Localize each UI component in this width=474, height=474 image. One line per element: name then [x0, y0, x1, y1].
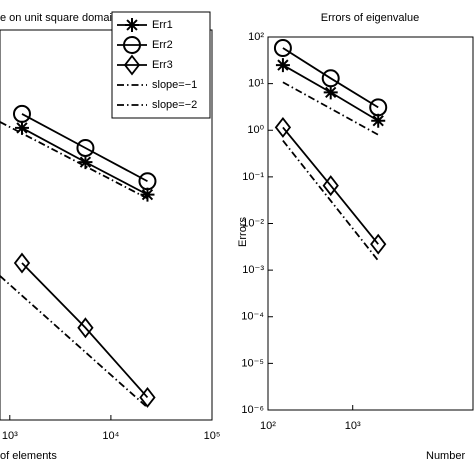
marker [370, 233, 387, 255]
y-tick-label: 10⁻³ [242, 264, 264, 276]
marker [274, 116, 292, 138]
legend-label: Err2 [152, 39, 173, 51]
x-tick-label: 10³ [345, 420, 361, 432]
marker [275, 58, 290, 73]
y-tick-label: 10⁻⁶ [241, 404, 264, 416]
series-line [282, 126, 379, 245]
y-tick-label: 10⁻⁴ [241, 311, 264, 323]
marker [78, 155, 93, 170]
legend-label: slope=−2 [152, 99, 197, 111]
marker [140, 187, 155, 202]
marker [321, 69, 340, 88]
plot-frame [267, 36, 474, 411]
marker [369, 98, 388, 117]
marker [125, 18, 139, 32]
y-tick-label: 10⁻¹ [242, 171, 264, 183]
y-axis-label: Errors [237, 217, 249, 247]
marker [76, 138, 95, 157]
x-tick-label: 10³ [2, 430, 18, 442]
plot-frame [0, 29, 213, 421]
series-line [282, 140, 379, 262]
x-tick-label: 10⁵ [204, 430, 221, 442]
marker [138, 172, 157, 191]
marker [273, 39, 292, 58]
marker [322, 175, 339, 197]
marker [14, 120, 29, 135]
y-tick-label: 10² [248, 31, 264, 43]
y-tick-label: 10⁻⁵ [241, 357, 264, 369]
marker [123, 36, 141, 54]
x-tick-label: 10⁴ [102, 430, 119, 442]
marker [123, 54, 141, 76]
series-line [21, 262, 149, 399]
chart-title: e on unit square domain [0, 12, 118, 24]
marker [371, 113, 386, 128]
x-axis-label: of elements [0, 450, 57, 462]
marker [323, 85, 338, 100]
series-line [282, 81, 379, 136]
marker [13, 252, 31, 274]
legend-label: Err3 [152, 59, 173, 71]
x-axis-label: Number [426, 450, 465, 462]
legend-label: slope=−1 [152, 79, 197, 91]
series-line [0, 121, 148, 200]
series-line [21, 113, 148, 183]
y-tick-label: 10⁻² [242, 217, 264, 229]
marker [12, 104, 31, 123]
y-tick-label: 10¹ [248, 78, 264, 90]
series-line [0, 275, 149, 409]
marker [139, 386, 156, 408]
legend-label: Err1 [152, 19, 173, 31]
series-line [282, 47, 379, 109]
y-tick-label: 10⁰ [247, 124, 264, 136]
x-tick-label: 10² [260, 420, 276, 432]
chart-title: Errors of eigenvalue [321, 12, 419, 24]
marker [77, 317, 94, 339]
